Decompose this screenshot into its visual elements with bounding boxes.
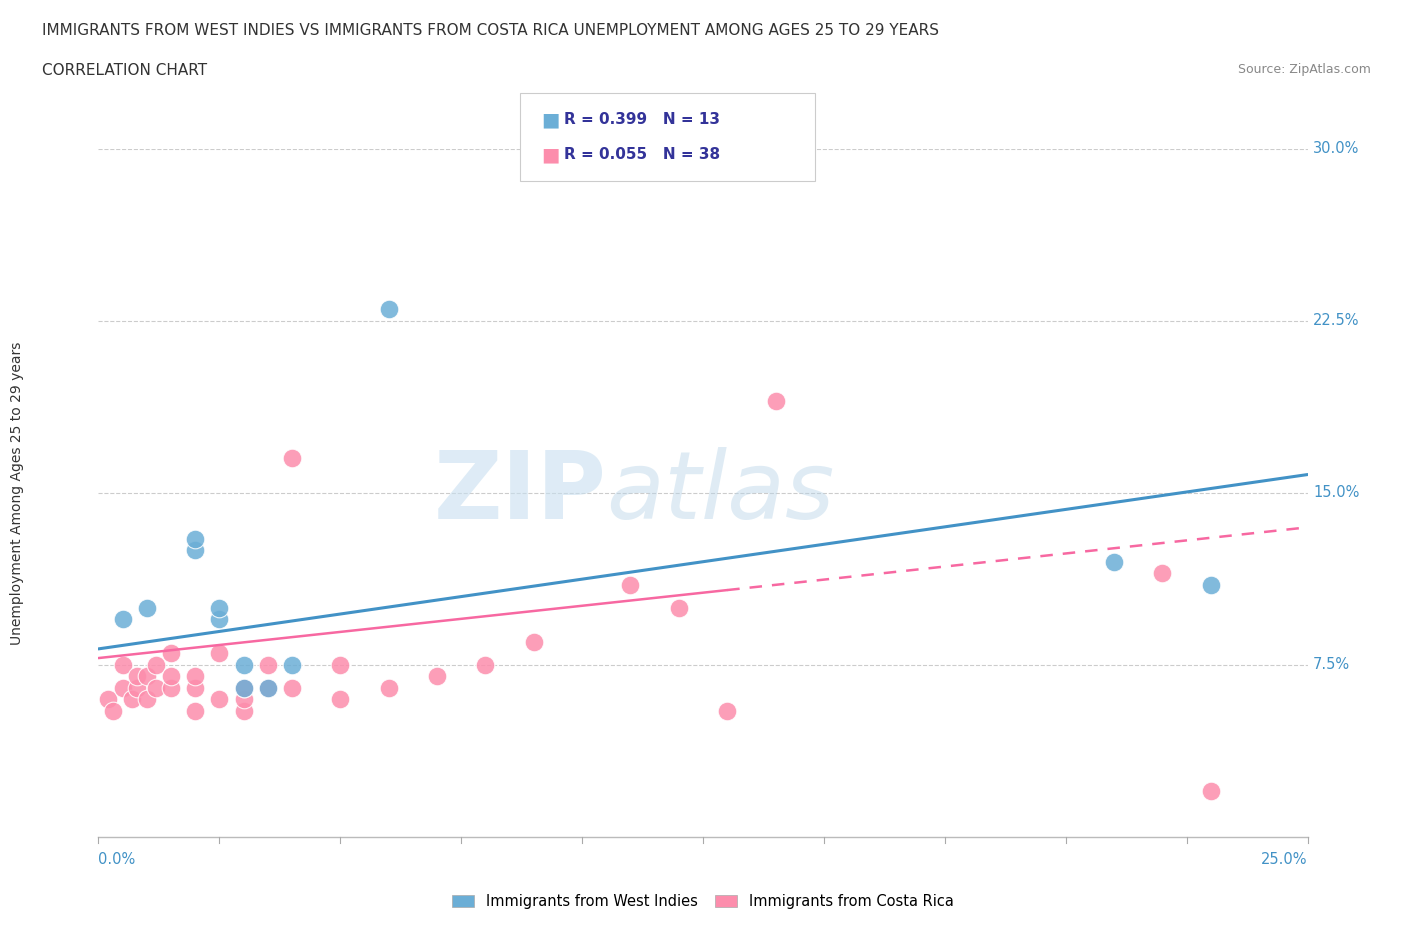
Point	[232, 692, 254, 707]
Point	[232, 681, 254, 696]
Point	[160, 669, 183, 684]
Text: 7.5%: 7.5%	[1313, 658, 1350, 672]
Point	[765, 393, 787, 408]
Point	[281, 681, 304, 696]
Point	[281, 658, 304, 672]
Point	[208, 600, 231, 615]
Point	[111, 612, 134, 627]
Point	[1199, 784, 1222, 799]
Text: 15.0%: 15.0%	[1313, 485, 1360, 500]
Point	[111, 681, 134, 696]
Text: Source: ZipAtlas.com: Source: ZipAtlas.com	[1237, 63, 1371, 76]
Point	[145, 658, 167, 672]
Point	[184, 543, 207, 558]
Text: 22.5%: 22.5%	[1313, 313, 1360, 328]
Point	[121, 692, 143, 707]
Point	[184, 531, 207, 546]
Point	[329, 658, 352, 672]
Point	[329, 692, 352, 707]
Point	[256, 681, 278, 696]
Point	[127, 681, 149, 696]
Point	[145, 681, 167, 696]
Point	[160, 646, 183, 661]
Point	[232, 681, 254, 696]
Point	[184, 669, 207, 684]
Point	[208, 646, 231, 661]
Point	[256, 681, 278, 696]
Text: R = 0.399   N = 13: R = 0.399 N = 13	[564, 113, 720, 127]
Point	[135, 692, 157, 707]
Point	[208, 692, 231, 707]
Point	[208, 612, 231, 627]
Point	[232, 658, 254, 672]
Text: 25.0%: 25.0%	[1261, 852, 1308, 867]
Text: ■: ■	[541, 145, 560, 164]
Text: IMMIGRANTS FROM WEST INDIES VS IMMIGRANTS FROM COSTA RICA UNEMPLOYMENT AMONG AGE: IMMIGRANTS FROM WEST INDIES VS IMMIGRANT…	[42, 23, 939, 38]
Text: 30.0%: 30.0%	[1313, 141, 1360, 156]
Point	[135, 600, 157, 615]
Point	[716, 703, 738, 718]
Point	[377, 681, 399, 696]
Point	[668, 600, 690, 615]
Point	[184, 681, 207, 696]
Point	[281, 451, 304, 466]
Point	[474, 658, 496, 672]
Point	[232, 703, 254, 718]
Point	[160, 681, 183, 696]
Point	[97, 692, 120, 707]
Text: ■: ■	[541, 111, 560, 129]
Point	[426, 669, 449, 684]
Point	[184, 703, 207, 718]
Point	[523, 634, 546, 649]
Text: Unemployment Among Ages 25 to 29 years: Unemployment Among Ages 25 to 29 years	[10, 341, 24, 644]
Text: 0.0%: 0.0%	[98, 852, 135, 867]
Point	[127, 669, 149, 684]
Point	[1152, 565, 1174, 580]
Text: atlas: atlas	[606, 447, 835, 538]
Text: R = 0.055   N = 38: R = 0.055 N = 38	[564, 147, 720, 162]
Point	[1199, 578, 1222, 592]
Text: CORRELATION CHART: CORRELATION CHART	[42, 63, 207, 78]
Legend: Immigrants from West Indies, Immigrants from Costa Rica: Immigrants from West Indies, Immigrants …	[447, 888, 959, 915]
Point	[101, 703, 124, 718]
Point	[1102, 554, 1125, 569]
Point	[135, 669, 157, 684]
Point	[111, 658, 134, 672]
Point	[619, 578, 641, 592]
Point	[256, 658, 278, 672]
Text: ZIP: ZIP	[433, 447, 606, 538]
Point	[377, 302, 399, 317]
